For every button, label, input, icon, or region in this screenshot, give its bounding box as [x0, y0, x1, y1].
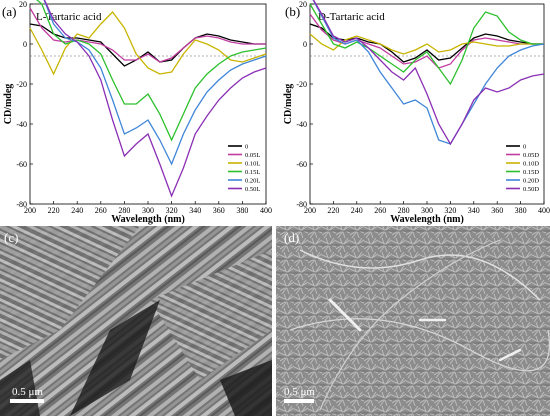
legend-label: 0.50L	[245, 186, 260, 193]
x-tick-label: 200	[24, 206, 36, 215]
legend-label: 0.20D	[523, 178, 539, 185]
x-tick-label: 240	[351, 206, 363, 215]
y-tick-label: -40	[296, 120, 307, 129]
chart-b-ylabel: CD/mdeg	[283, 84, 294, 125]
series-line	[29, 23, 266, 67]
panel-label-c: (c)	[4, 230, 18, 245]
scale-bar-label-d: 0.5 μm	[284, 386, 315, 398]
y-tick-label: -40	[16, 120, 27, 129]
y-tick-label: 20	[19, 0, 27, 9]
panel-label-d: (d)	[284, 230, 299, 245]
chart-b-xlabel: Wavelength (nm)	[390, 214, 464, 225]
scale-bar-label-c: 0.5 μm	[12, 386, 43, 398]
sem-image-d: (d) 0.5 μm	[276, 226, 550, 416]
x-tick-label: 400	[538, 206, 550, 215]
legend-label: 0	[523, 144, 526, 151]
series-line	[309, 3, 544, 86]
y-tick-label: 20	[299, 0, 307, 9]
legend-label: 0.50D	[523, 186, 539, 193]
series-line	[36, 0, 267, 142]
y-tick-label: -20	[296, 80, 307, 89]
panel-label-a: (a)	[2, 4, 16, 19]
x-tick-label: 260	[374, 206, 386, 215]
x-tick-label: 340	[189, 206, 201, 215]
x-tick-label: 380	[515, 206, 527, 215]
chart-b-frame	[309, 3, 545, 205]
y-tick-label: -80	[296, 200, 307, 209]
scale-bar-d	[284, 399, 314, 403]
x-tick-label: 240	[71, 206, 83, 215]
x-tick-label: 380	[236, 206, 248, 215]
x-tick-label: 260	[95, 206, 107, 215]
x-tick-label: 220	[48, 206, 60, 215]
x-tick-label: 300	[421, 206, 433, 215]
x-tick-label: 320	[444, 206, 456, 215]
y-tick-label: 0	[23, 40, 27, 49]
x-tick-label: 320	[166, 206, 178, 215]
chart-b-title: D-Tartaric acid	[318, 11, 385, 23]
x-tick-label: 400	[260, 206, 272, 215]
legend-label: 0	[245, 144, 248, 151]
series-line	[309, 33, 544, 55]
x-tick-label: 280	[398, 206, 410, 215]
x-tick-label: 220	[327, 206, 339, 215]
series-line	[43, 0, 267, 166]
chart-a-xlabel: Wavelength (nm)	[111, 214, 185, 225]
x-tick-label: 340	[468, 206, 480, 215]
panel-label-b: (b)	[285, 4, 300, 19]
y-tick-label: -80	[16, 200, 27, 209]
sem-image-c: (c) 0.5 μm	[0, 226, 272, 416]
legend-label: 0.05D	[523, 152, 539, 159]
chart-panel-a: (a) L-Tartaric acid 200-20-40-60-80 200 2…	[2, 0, 272, 225]
y-tick-label: -60	[296, 160, 307, 169]
series-line	[29, 7, 266, 63]
x-tick-label: 300	[142, 206, 154, 215]
legend-label: 0.10D	[523, 161, 539, 168]
y-tick-label: -60	[16, 160, 27, 169]
legend-label: 0.15L	[245, 169, 260, 176]
legend-label: 0.20L	[245, 178, 260, 185]
x-tick-label: 280	[118, 206, 130, 215]
x-tick-label: 360	[491, 206, 503, 215]
legend-label: 0.15D	[523, 169, 539, 176]
chart-a-ylabel: CD/mdeg	[3, 84, 14, 125]
x-tick-label: 360	[213, 206, 225, 215]
chart-panel-b: (b) D-Tartaric acid 200-20-40-60-80 200 2…	[283, 0, 550, 225]
y-tick-label: 0	[303, 40, 307, 49]
legend-label: 0.10L	[245, 161, 260, 168]
series-line	[43, 0, 267, 198]
y-tick-label: -20	[16, 80, 27, 89]
series-line	[312, 0, 545, 145]
x-tick-label: 200	[304, 206, 316, 215]
scale-bar-c	[10, 399, 44, 403]
series-line	[312, 0, 545, 146]
legend-label: 0.05L	[245, 152, 260, 159]
